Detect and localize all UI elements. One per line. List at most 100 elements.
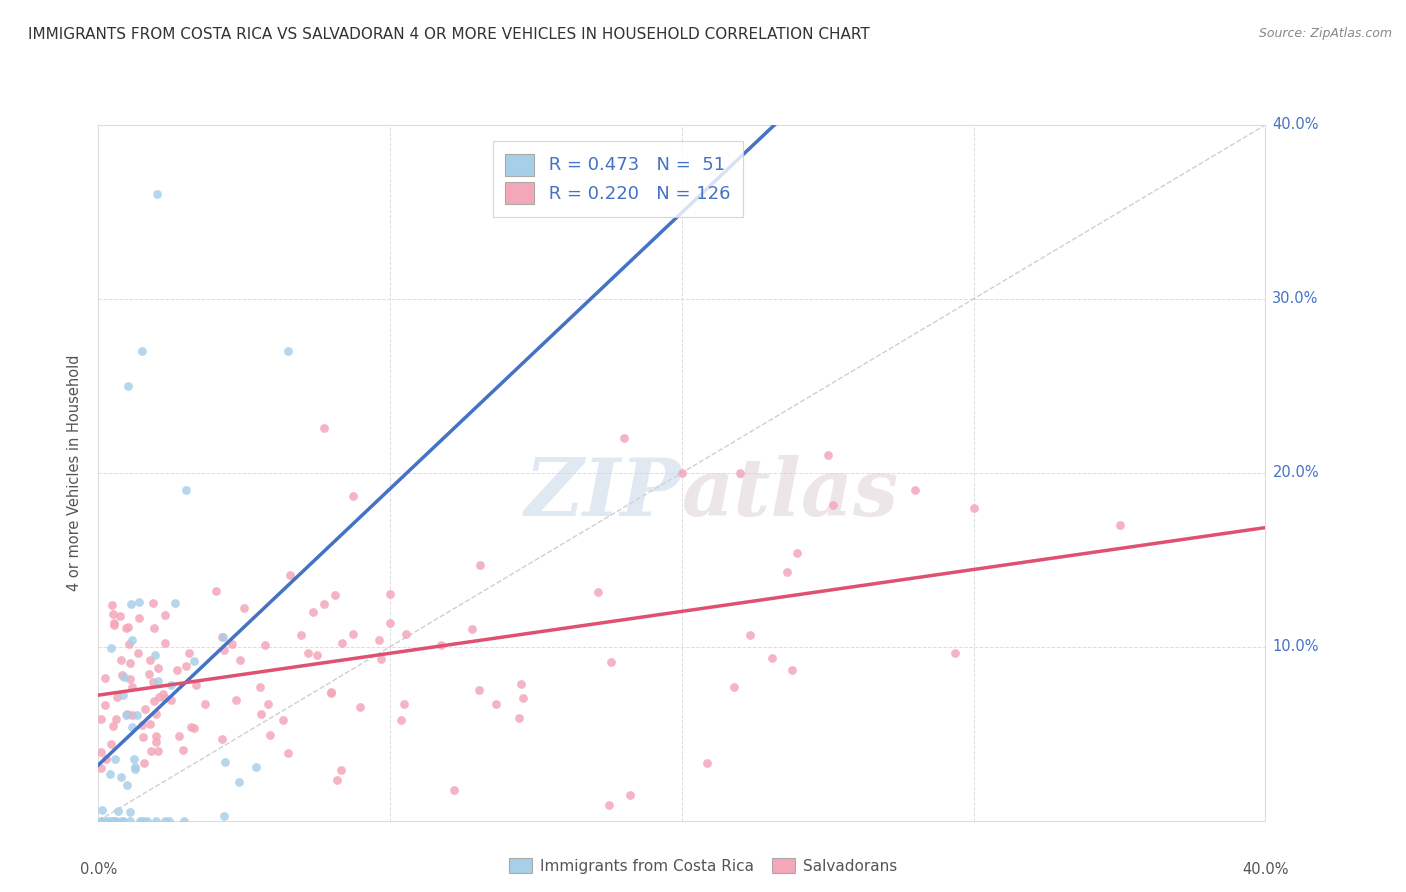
Point <box>145 735 167 749</box>
Point <box>120 657 142 671</box>
Point <box>319 686 342 700</box>
Point <box>110 653 132 667</box>
Point <box>135 814 157 828</box>
Text: 30.0%: 30.0% <box>1272 292 1319 306</box>
Text: IMMIGRANTS FROM COSTA RICA VS SALVADORAN 4 OR MORE VEHICLES IN HOUSEHOLD CORRELA: IMMIGRANTS FROM COSTA RICA VS SALVADORAN… <box>28 27 870 42</box>
Point <box>121 632 143 647</box>
Point <box>619 789 641 803</box>
Point <box>183 654 205 668</box>
Point <box>468 558 491 572</box>
Point <box>249 680 271 694</box>
Text: Source: ZipAtlas.com: Source: ZipAtlas.com <box>1258 27 1392 40</box>
Point <box>118 672 141 686</box>
Point <box>138 666 160 681</box>
Point <box>111 667 134 681</box>
Point <box>160 677 183 691</box>
Point <box>392 698 415 712</box>
Point <box>139 744 162 758</box>
Point <box>115 708 138 723</box>
Point <box>225 693 247 707</box>
Point <box>314 597 336 611</box>
Point <box>211 630 233 644</box>
Point <box>112 670 135 684</box>
Point <box>101 814 124 828</box>
Point <box>152 686 174 700</box>
Point <box>467 683 489 698</box>
Point <box>104 752 127 766</box>
Point <box>297 646 319 660</box>
Point <box>115 706 138 721</box>
Point <box>173 814 195 828</box>
Point <box>94 671 117 685</box>
Point <box>943 646 966 660</box>
Point <box>131 718 153 732</box>
Point <box>124 759 146 773</box>
Point <box>166 663 188 677</box>
Point <box>277 343 299 358</box>
Point <box>370 652 392 666</box>
Point <box>97 814 120 828</box>
Point <box>221 637 243 651</box>
Point <box>228 775 250 789</box>
Point <box>122 752 145 766</box>
Point <box>245 760 267 774</box>
Point <box>121 681 143 695</box>
Point <box>429 638 451 652</box>
Point <box>94 814 117 828</box>
Point <box>696 756 718 770</box>
Point <box>253 638 276 652</box>
Point <box>90 761 112 775</box>
Point <box>100 737 122 751</box>
Point <box>904 483 927 497</box>
Point <box>153 636 176 650</box>
Point <box>380 587 402 601</box>
Point <box>321 685 343 699</box>
Point <box>120 597 142 611</box>
Point <box>204 583 226 598</box>
Point <box>167 729 190 743</box>
Point <box>211 732 233 747</box>
Point <box>100 640 122 655</box>
Point <box>323 588 346 602</box>
Point <box>1108 517 1130 532</box>
Point <box>823 498 845 512</box>
Point <box>108 608 131 623</box>
Point <box>117 378 139 392</box>
Point <box>121 720 143 734</box>
Point <box>817 448 839 462</box>
Point <box>330 636 353 650</box>
Point <box>443 783 465 797</box>
Point <box>249 707 271 722</box>
Point <box>212 643 235 657</box>
Point <box>508 711 530 725</box>
Point <box>142 621 165 635</box>
Point <box>599 655 621 669</box>
Point <box>165 596 187 610</box>
Text: 40.0%: 40.0% <box>1272 118 1319 132</box>
Point <box>129 814 152 828</box>
Point <box>145 814 167 828</box>
Point <box>110 771 132 785</box>
Point <box>148 744 170 758</box>
Point <box>485 697 508 711</box>
Point <box>389 714 412 728</box>
Point <box>142 694 165 708</box>
Point <box>101 598 124 612</box>
Point <box>349 700 371 714</box>
Point <box>118 805 141 819</box>
Point <box>740 628 762 642</box>
Point <box>326 772 349 787</box>
Point <box>157 814 180 828</box>
Point <box>180 721 202 735</box>
Point <box>90 712 112 726</box>
Point <box>290 628 312 642</box>
Point <box>114 621 136 635</box>
Point <box>120 814 142 828</box>
Point <box>124 762 146 776</box>
Point <box>184 678 207 692</box>
Point <box>314 421 336 435</box>
Point <box>728 466 751 480</box>
Point <box>271 714 294 728</box>
Point <box>177 646 200 660</box>
Point <box>598 797 620 812</box>
